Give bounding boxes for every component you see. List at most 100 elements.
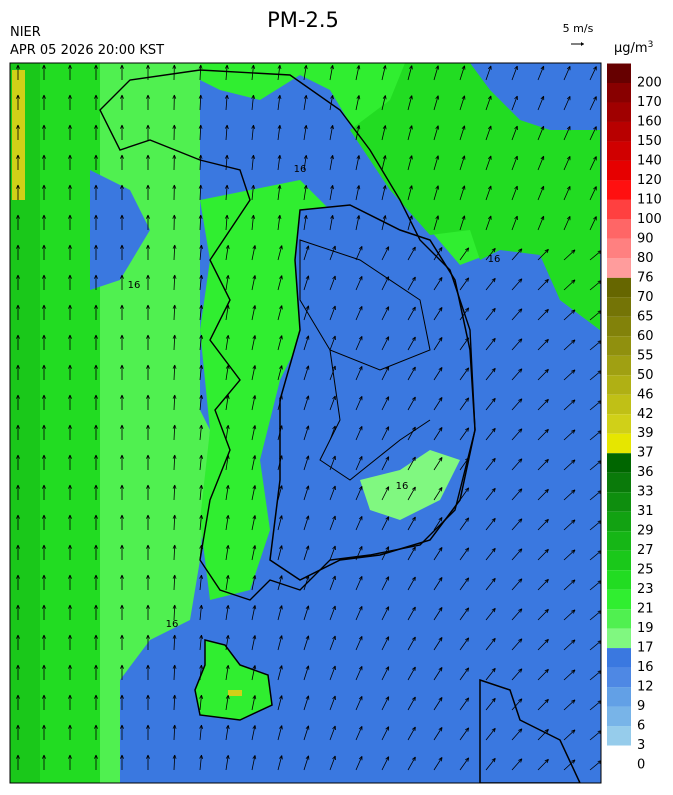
wind-arrow (277, 365, 283, 381)
wind-arrow (199, 274, 204, 291)
wind-arrow (511, 698, 523, 711)
wind-arrow (277, 665, 283, 681)
wind-arrow (537, 278, 549, 291)
wind-arrow (355, 605, 363, 621)
wind-arrow (355, 545, 363, 561)
wind-arrow (94, 364, 98, 380)
wind-arrow (537, 488, 549, 501)
wind-arrow (407, 125, 413, 141)
wind-arrow (120, 424, 124, 440)
wind-arrow (68, 394, 72, 410)
wind-arrow (355, 335, 363, 351)
wind-arrow (68, 184, 72, 200)
wind-arrow (251, 245, 257, 261)
wind-arrow (42, 634, 46, 650)
wind-arrow (120, 274, 124, 290)
wind-arrow (433, 125, 440, 141)
wind-arrow (277, 425, 283, 441)
wind-arrow (511, 368, 523, 381)
wind-arrow (303, 184, 308, 201)
wind-arrow (381, 276, 390, 291)
wind-arrow (120, 724, 124, 740)
wind-arrow (94, 94, 98, 110)
blue-northeast (420, 63, 600, 130)
wind-arrow (589, 186, 597, 201)
wind-arrow (485, 95, 492, 111)
wind-arrow (433, 487, 443, 501)
wind-arrow (68, 154, 72, 170)
wind-arrow (42, 664, 46, 680)
wind-arrow (355, 215, 361, 231)
wind-arrow (537, 638, 549, 651)
wind-arrow (537, 368, 549, 381)
wind-arrow (16, 334, 20, 350)
wind-arrow (407, 636, 416, 651)
colorbar-label: 50 (637, 368, 654, 383)
wind-arrow (537, 215, 545, 231)
wind-arrow (381, 185, 387, 201)
wind-arrow (433, 307, 443, 321)
wind-arrow (511, 215, 518, 231)
wind-arrow (355, 395, 363, 411)
colorbar-label: 21 (637, 602, 654, 617)
wind-arrow (511, 608, 523, 621)
colorbar-label: 9 (637, 699, 645, 714)
wind-arrow (381, 125, 387, 141)
colorbar-label: 19 (637, 621, 654, 636)
wind-arrow (355, 95, 361, 111)
wind-arrow (251, 395, 257, 411)
wind-arrow (329, 575, 336, 591)
wind-arrow (407, 276, 416, 291)
wind-scale-label: 5 m/s (563, 22, 594, 35)
contour-labels: 16 16 16 16 16 (128, 164, 501, 630)
wind-arrow (381, 546, 390, 561)
wind-arrow (172, 544, 177, 561)
wind-arrow (485, 547, 496, 561)
colorbar-label: 39 (637, 426, 654, 441)
wind-arrow (511, 248, 523, 261)
colorbar-label: 6 (637, 719, 645, 734)
wind-arrow (42, 604, 46, 620)
wind-arrow (146, 334, 150, 350)
wind-arrow (407, 756, 416, 771)
wind-arrow (16, 364, 20, 380)
wind-arrow (68, 214, 72, 230)
wind-arrow (42, 544, 46, 560)
wind-arrow (511, 488, 523, 501)
colorbar-label: 23 (637, 582, 654, 597)
wind-arrow (277, 214, 282, 231)
wind-arrow (433, 95, 440, 111)
wind-arrow (42, 214, 46, 230)
wind-arrow (251, 275, 257, 291)
colorbar-label: 25 (637, 563, 654, 578)
wind-arrow (537, 95, 545, 111)
wind-arrow (172, 124, 177, 141)
wind-arrow (485, 727, 496, 741)
wind-arrow (120, 484, 124, 500)
wind-arrow (485, 667, 496, 681)
wind-arrow (68, 664, 72, 680)
colorbar-cell (607, 83, 631, 103)
wind-arrow (303, 515, 310, 531)
wind-arrow (329, 125, 334, 141)
wind-arrow (199, 334, 204, 351)
wind-arrow (303, 305, 310, 321)
colorbar-cell (607, 667, 631, 688)
wind-arrow (172, 244, 177, 261)
wind-arrow (589, 66, 597, 81)
wind-arrow (42, 274, 46, 290)
wind-arrow (251, 455, 257, 471)
wind-arrow (485, 517, 496, 531)
wind-arrow (433, 667, 443, 681)
wind-arrow (68, 274, 72, 290)
wind-arrow (407, 65, 413, 81)
wind-arrow (120, 124, 124, 140)
wind-arrow (68, 364, 72, 380)
wind-arrow (589, 216, 597, 231)
wind-arrow (16, 124, 20, 140)
wind-arrow (120, 754, 124, 770)
colorbar-label: 70 (637, 290, 654, 305)
wind-arrow (511, 668, 523, 681)
wind-arrow (537, 698, 549, 711)
wind-arrow (172, 424, 177, 441)
